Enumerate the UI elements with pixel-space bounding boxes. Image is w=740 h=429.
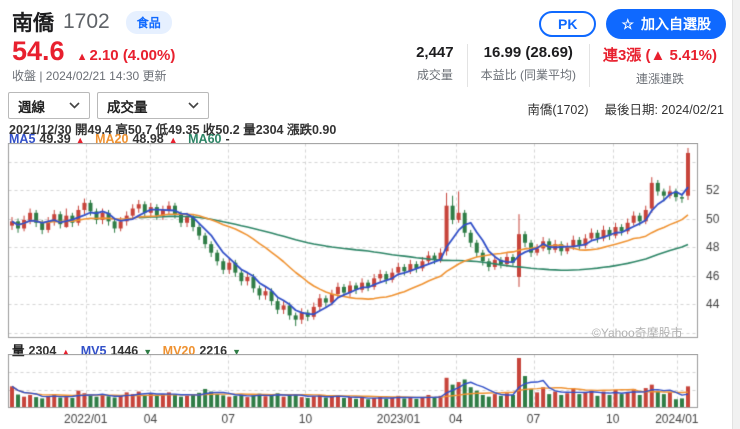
ma-legend: MA5 49.39 ▲ MA20 48.98 ▲ MA60- — [9, 132, 230, 146]
stat-pe-ratio: 16.99 (28.69) 本益比 (同業平均) — [466, 44, 589, 87]
ma20-up-triangle-icon: ▲ — [168, 135, 178, 145]
caption-stock: 南僑(1702) — [527, 103, 589, 117]
mv5-down-triangle-icon: ▼ — [143, 347, 153, 357]
stat-pe-label: 本益比 (同業平均) — [480, 68, 576, 82]
yahoo-watermark: ©Yahoo奇摩股市 — [592, 326, 683, 340]
volume-chart-canvas[interactable] — [0, 354, 740, 429]
scrollbar[interactable] — [732, 0, 740, 429]
stat-volume-label: 成交量 — [416, 68, 453, 82]
category-badge[interactable]: 食品 — [125, 10, 172, 34]
indicator-dropdown[interactable]: 成交量 — [97, 92, 209, 119]
pk-button[interactable]: PK — [538, 11, 597, 37]
ma20-label: MA20 — [95, 132, 129, 146]
period-dropdown[interactable]: 週線 — [8, 92, 90, 119]
ma60-value: - — [225, 132, 230, 146]
chart-caption: 南僑(1702) 最後日期: 2024/02/21 — [527, 99, 724, 118]
add-watchlist-button[interactable]: ☆ 加入自選股 — [606, 9, 726, 39]
caption-last-date: 最後日期: 2024/02/21 — [604, 103, 724, 117]
stat-pe-value: 16.99 (28.69) — [483, 44, 573, 61]
ma5-label: MA5 — [9, 132, 36, 146]
current-price: 54.6 — [12, 36, 65, 66]
indicator-dropdown-value: 成交量 — [107, 99, 148, 115]
price-change: ▲ 2.10 (4.00%) — [77, 47, 176, 64]
chart-toolbar: 週線 成交量 — [8, 92, 209, 119]
stat-streak: 連3漲 (▲ 5.41%) 連漲連跌 — [588, 44, 730, 87]
up-triangle-icon: ▲ — [76, 51, 88, 63]
stock-name: 南僑 — [12, 12, 54, 35]
stat-streak-label: 連漲連跌 — [635, 72, 684, 86]
stock-title-row: 南僑 1702 食品 — [12, 7, 172, 37]
volume-up-triangle-icon: ▲ — [61, 347, 71, 357]
stat-volume: 2,447 成交量 — [403, 44, 467, 87]
star-icon: ☆ — [621, 16, 634, 32]
mv20-down-triangle-icon: ▼ — [232, 347, 242, 357]
stock-code: 1702 — [63, 10, 110, 33]
ma60-label: MA60 — [188, 132, 222, 146]
stat-streak-value: 連3漲 (▲ 5.41%) — [602, 47, 717, 64]
header-buttons: PK ☆ 加入自選股 — [538, 9, 726, 39]
last-updated-text: 收盤 | 2024/02/21 14:30 更新 — [12, 69, 167, 83]
ma20-value: 48.98 — [132, 132, 164, 146]
chevron-down-icon — [188, 102, 199, 109]
add-watchlist-label: 加入自選股 — [641, 16, 711, 32]
ohlc-legend: 2021/12/30 開49.4 高50.7 低49.35 收50.2 量230… — [9, 123, 337, 137]
period-dropdown-value: 週線 — [18, 99, 45, 115]
ma5-value: 49.39 — [39, 132, 71, 146]
ma5-up-triangle-icon: ▲ — [75, 135, 85, 145]
stat-volume-value: 2,447 — [416, 44, 454, 61]
price-row: 54.6 ▲ 2.10 (4.00%) — [12, 36, 175, 67]
price-chart-canvas[interactable] — [0, 143, 740, 340]
price-change-text: 2.10 (4.00%) — [89, 47, 176, 64]
chevron-down-icon — [69, 102, 80, 109]
stats-row: 2,447 成交量 16.99 (28.69) 本益比 (同業平均) 連3漲 (… — [403, 44, 730, 87]
